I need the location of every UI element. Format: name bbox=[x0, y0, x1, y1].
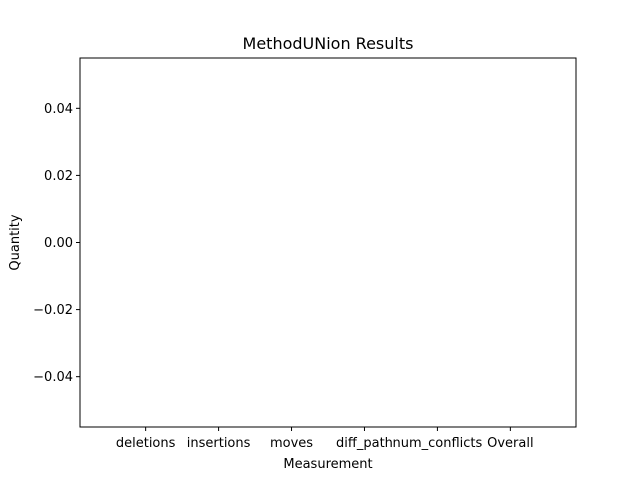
x-tick-label: Overall bbox=[487, 436, 533, 451]
y-tick-label: 0.00 bbox=[44, 236, 73, 251]
y-axis-label: Quantity bbox=[8, 214, 23, 270]
y-tick-label: 0.02 bbox=[44, 169, 73, 184]
y-tick-label: −0.02 bbox=[33, 303, 73, 318]
y-axis: −0.04 −0.02 0.00 0.02 0.04 bbox=[33, 102, 80, 385]
x-axis: deletions insertions moves diff_path num_con… bbox=[116, 427, 534, 451]
x-tick-label: num_conflicts bbox=[393, 436, 483, 451]
y-tick-label: −0.04 bbox=[33, 370, 73, 385]
x-tick-label: diff_path bbox=[336, 436, 393, 451]
x-axis-label: Measurement bbox=[283, 457, 372, 472]
x-tick-label: moves bbox=[270, 436, 313, 451]
x-tick-label: insertions bbox=[187, 436, 251, 451]
y-tick-label: 0.04 bbox=[44, 102, 73, 117]
chart-title: MethodUNion Results bbox=[243, 34, 414, 53]
x-tick-label: deletions bbox=[116, 436, 176, 451]
